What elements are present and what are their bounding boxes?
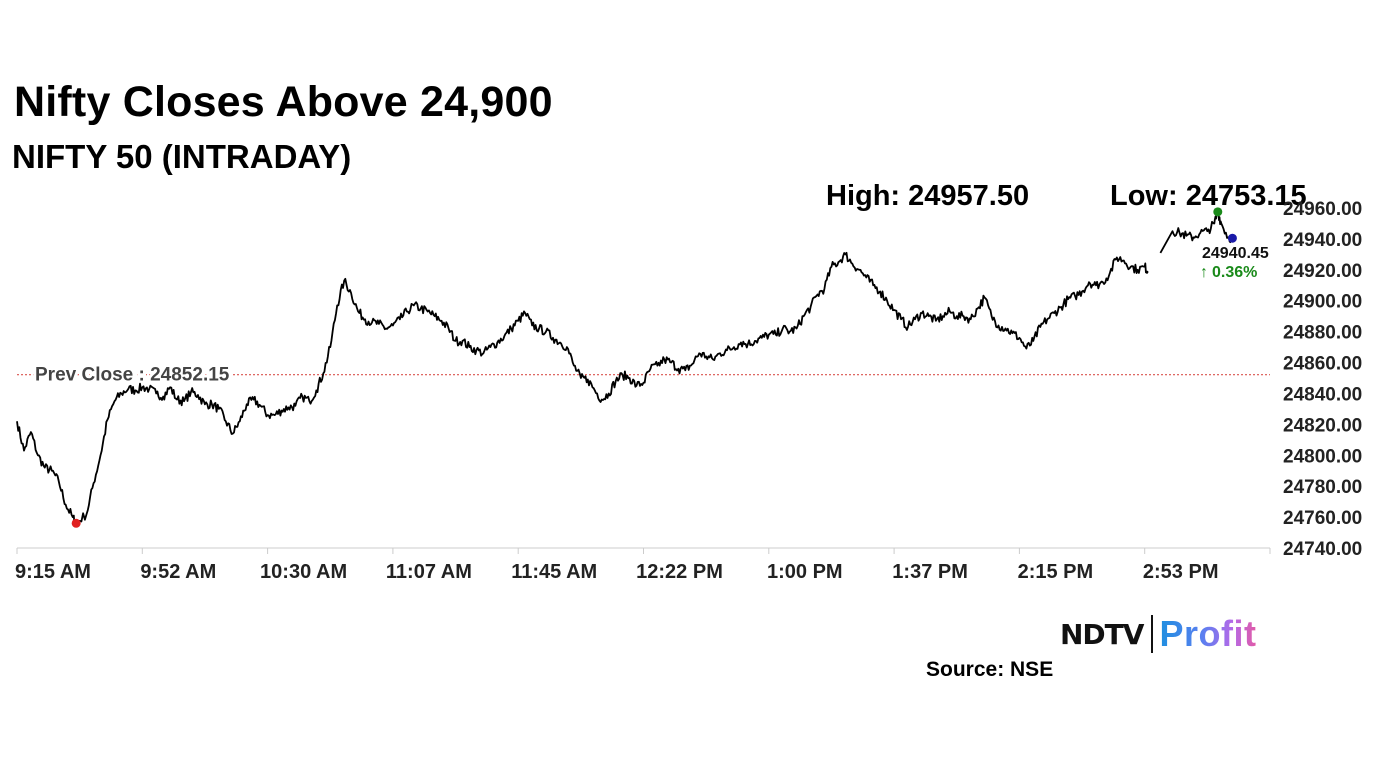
high-marker [1213, 207, 1223, 217]
last-price-marker [1227, 233, 1237, 243]
change-percent: 0.36% [1212, 264, 1257, 281]
low-label: Low: 24753.15 [1110, 180, 1307, 212]
x-tick-label: 10:30 AM [260, 561, 347, 583]
y-tick-label: 24820.00 [1283, 415, 1362, 436]
logo-divider [1151, 615, 1154, 653]
up-arrow-icon: ↑ [1200, 264, 1208, 281]
y-tick-label: 24960.00 [1283, 199, 1362, 220]
y-tick-label: 24780.00 [1283, 477, 1362, 498]
y-tick-label: 24800.00 [1283, 446, 1362, 467]
last-price-change: ↑ 0.36% [1200, 264, 1257, 281]
x-tick-label: 11:45 AM [511, 561, 597, 583]
x-tick-label: 1:00 PM [767, 561, 843, 583]
x-tick-label: 12:22 PM [636, 561, 723, 583]
y-axis: 24740.00 24760.00 24780.00 24800.00 24820.00… [1283, 199, 1362, 560]
profit-logo-text: Profit [1159, 613, 1257, 654]
low-marker [71, 518, 81, 528]
source-note: Source: NSE [926, 658, 1054, 681]
last-price-value: 24940.45 [1202, 245, 1269, 262]
y-tick-label: 24920.00 [1283, 261, 1362, 282]
x-tick-label: 9:52 AM [140, 561, 216, 583]
ndtv-logo-text: NDTV [1060, 617, 1144, 651]
y-tick-label: 24760.00 [1283, 508, 1362, 529]
y-tick-label: 24880.00 [1283, 323, 1362, 344]
chart-subtitle: NIFTY 50 (INTRADAY) [12, 138, 352, 175]
y-tick-label: 24940.00 [1283, 230, 1362, 251]
x-tick-label: 2:15 PM [1018, 561, 1094, 583]
y-tick-label: 24900.00 [1283, 292, 1362, 313]
x-tick-label: 9:15 AM [15, 561, 91, 583]
x-tick-label: 11:07 AM [386, 561, 472, 583]
high-label: High: 24957.50 [826, 180, 1030, 212]
x-tick-label: 1:37 PM [892, 561, 968, 583]
nifty-series-line [16, 211, 1234, 526]
prev-close-label: Prev Close : 24852.15 [35, 365, 230, 386]
y-tick-label: 24860.00 [1283, 354, 1362, 375]
ndtv-profit-logo: NDTV Profit [1060, 612, 1256, 656]
y-tick-label: 24840.00 [1283, 384, 1362, 405]
chart-title: Nifty Closes Above 24,900 [14, 78, 553, 126]
x-axis: 9:15 AM 9:52 AM 10:30 AM 11:07 AM 11:45 AM 12… [15, 547, 1271, 583]
y-tick-label: 24740.00 [1283, 539, 1362, 560]
x-tick-label: 2:53 PM [1143, 561, 1219, 583]
